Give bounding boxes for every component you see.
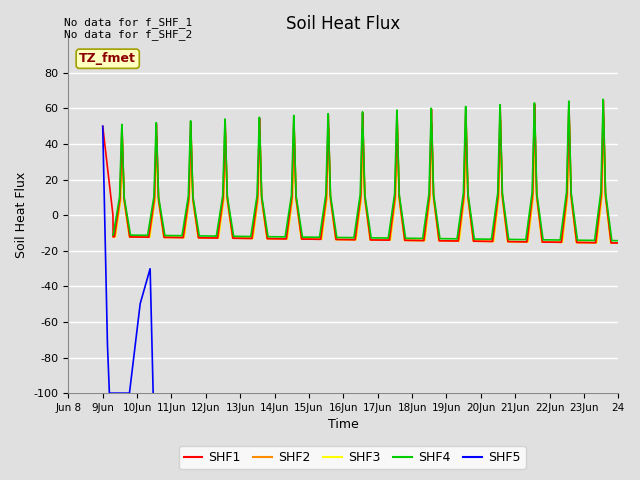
SHF2 [452,238,460,244]
Line: SHF4: SHF4 [113,99,618,240]
SHF1 [454,238,462,244]
Title: Soil Heat Flux: Soil Heat Flux [286,15,401,33]
SHF4 [454,228,462,234]
SHF3 [454,238,462,244]
SHF4 [589,238,597,243]
SHF2 [520,239,528,245]
SHF2 [614,240,622,246]
SHF3 [589,240,597,246]
Line: SHF2: SHF2 [113,115,618,243]
Text: TZ_fmet: TZ_fmet [79,52,136,65]
SHF2 [589,240,597,246]
Text: No data for f_SHF_2: No data for f_SHF_2 [64,29,192,40]
SHF1 [101,144,109,149]
SHF1 [520,239,528,245]
Text: No data for f_SHF_1: No data for f_SHF_1 [64,17,192,28]
SHF1 [481,239,488,244]
SHF3 [481,239,488,244]
SHF1 [452,238,460,244]
SHF5 [101,231,109,237]
SHF3 [520,239,528,245]
Line: SHF3: SHF3 [113,121,618,243]
SHF4 [614,238,622,243]
SHF3 [452,238,460,244]
SHF4 [481,236,488,242]
SHF2 [454,238,462,244]
SHF1 [614,240,622,246]
SHF2 [481,239,488,244]
X-axis label: Time: Time [328,419,358,432]
SHF4 [452,236,460,242]
Legend: SHF1, SHF2, SHF3, SHF4, SHF5: SHF1, SHF2, SHF3, SHF4, SHF5 [179,446,525,469]
Line: SHF5: SHF5 [103,126,153,393]
SHF1 [589,240,597,246]
SHF4 [520,237,528,242]
SHF3 [614,240,622,246]
Line: SHF1: SHF1 [103,100,618,243]
Y-axis label: Soil Heat Flux: Soil Heat Flux [15,172,28,258]
